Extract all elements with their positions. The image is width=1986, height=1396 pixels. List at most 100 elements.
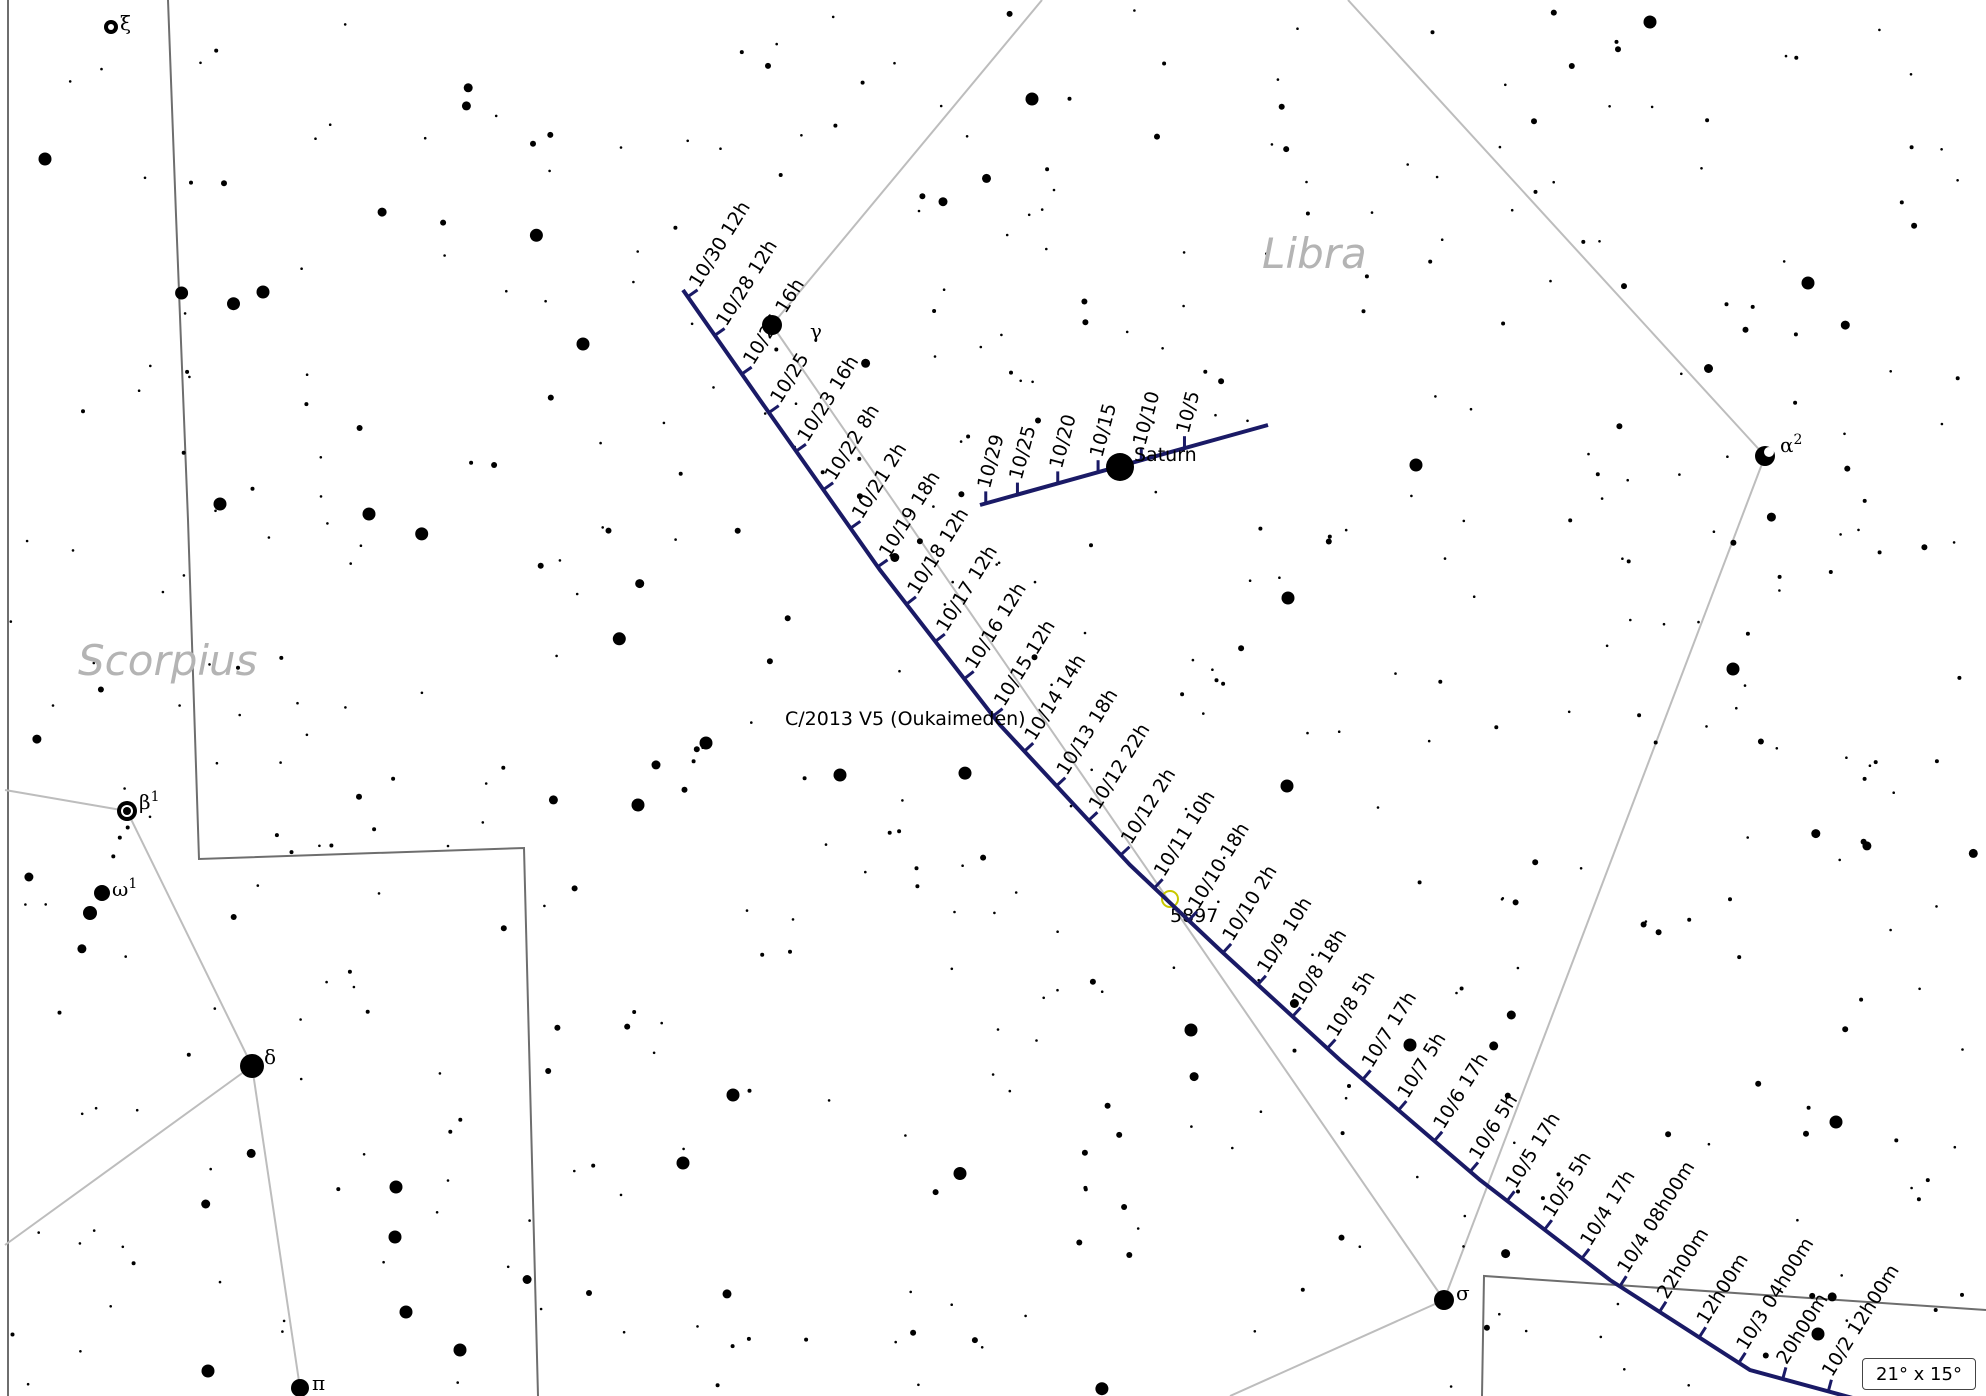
star xyxy=(1409,458,1423,472)
star xyxy=(791,918,795,921)
star xyxy=(573,1169,576,1173)
star xyxy=(1182,304,1185,308)
star xyxy=(282,1319,286,1323)
star xyxy=(1090,768,1093,772)
star xyxy=(1629,618,1632,622)
star xyxy=(993,911,996,915)
star xyxy=(1940,422,1944,426)
star xyxy=(1934,759,1939,764)
star xyxy=(214,48,219,53)
star xyxy=(1838,858,1841,862)
star xyxy=(352,985,356,989)
star xyxy=(1811,829,1821,839)
star xyxy=(979,345,983,349)
star xyxy=(1184,1023,1198,1037)
star xyxy=(1707,1142,1711,1146)
star xyxy=(201,1199,211,1209)
star xyxy=(446,844,450,848)
star xyxy=(382,1260,385,1264)
star xyxy=(32,734,42,744)
star xyxy=(662,421,666,425)
star xyxy=(1925,1178,1930,1183)
star xyxy=(932,1189,939,1196)
star xyxy=(1498,1312,1501,1316)
star xyxy=(939,104,943,108)
star xyxy=(344,706,347,709)
star xyxy=(1031,380,1034,384)
star xyxy=(1860,838,1867,845)
star xyxy=(1567,710,1571,714)
star xyxy=(632,1010,637,1014)
star xyxy=(227,297,240,311)
star xyxy=(440,219,447,226)
star xyxy=(1742,326,1749,333)
comet-tick xyxy=(713,327,726,337)
star xyxy=(57,1010,62,1015)
star xyxy=(910,1329,917,1336)
star xyxy=(1777,574,1782,579)
star xyxy=(469,460,474,465)
star xyxy=(362,507,376,521)
star xyxy=(1705,118,1710,123)
star xyxy=(802,776,807,781)
star xyxy=(505,289,508,293)
star xyxy=(1000,333,1003,337)
star xyxy=(1859,997,1864,1002)
star xyxy=(1724,302,1729,307)
star xyxy=(1940,148,1943,151)
star xyxy=(1311,953,1314,956)
star xyxy=(1067,96,1072,101)
comet-tick xyxy=(1658,1300,1668,1313)
star xyxy=(336,1187,341,1192)
comet-tick xyxy=(1697,1326,1707,1339)
star xyxy=(326,522,329,525)
star xyxy=(1516,966,1520,970)
star xyxy=(942,288,946,292)
star xyxy=(555,654,558,658)
star xyxy=(1082,319,1089,326)
star xyxy=(1069,804,1073,808)
star xyxy=(143,176,147,180)
star xyxy=(575,592,579,596)
star xyxy=(38,152,52,166)
star xyxy=(1438,679,1443,684)
star xyxy=(953,910,956,914)
star xyxy=(256,285,270,299)
star xyxy=(1665,1131,1672,1138)
star xyxy=(719,147,722,150)
star xyxy=(909,1290,912,1294)
star xyxy=(175,286,189,300)
star xyxy=(1501,321,1506,326)
star xyxy=(1462,1245,1465,1248)
star xyxy=(238,713,241,717)
star xyxy=(218,1280,222,1284)
star xyxy=(359,544,363,547)
comet-tick xyxy=(1580,1247,1591,1260)
star xyxy=(1921,544,1928,551)
star xyxy=(1344,528,1348,532)
star-label-sigma: σ xyxy=(1456,1281,1470,1305)
star xyxy=(1463,1214,1467,1218)
star xyxy=(1033,580,1037,584)
star xyxy=(80,1112,84,1116)
star xyxy=(1214,678,1219,683)
star xyxy=(1300,1287,1305,1292)
star xyxy=(189,180,193,185)
star xyxy=(1878,28,1881,32)
comet-tick xyxy=(963,670,975,680)
comet-tick xyxy=(1256,974,1267,986)
star xyxy=(391,776,396,781)
star xyxy=(1035,1039,1038,1042)
star xyxy=(897,829,902,834)
star xyxy=(1406,163,1409,166)
star xyxy=(1746,836,1749,839)
star xyxy=(1006,10,1013,17)
star xyxy=(356,793,362,800)
star xyxy=(1370,211,1374,214)
star xyxy=(1008,1089,1012,1093)
star xyxy=(209,1167,212,1171)
star xyxy=(681,786,688,793)
star xyxy=(319,456,323,459)
star xyxy=(938,197,948,207)
star xyxy=(1793,332,1798,337)
